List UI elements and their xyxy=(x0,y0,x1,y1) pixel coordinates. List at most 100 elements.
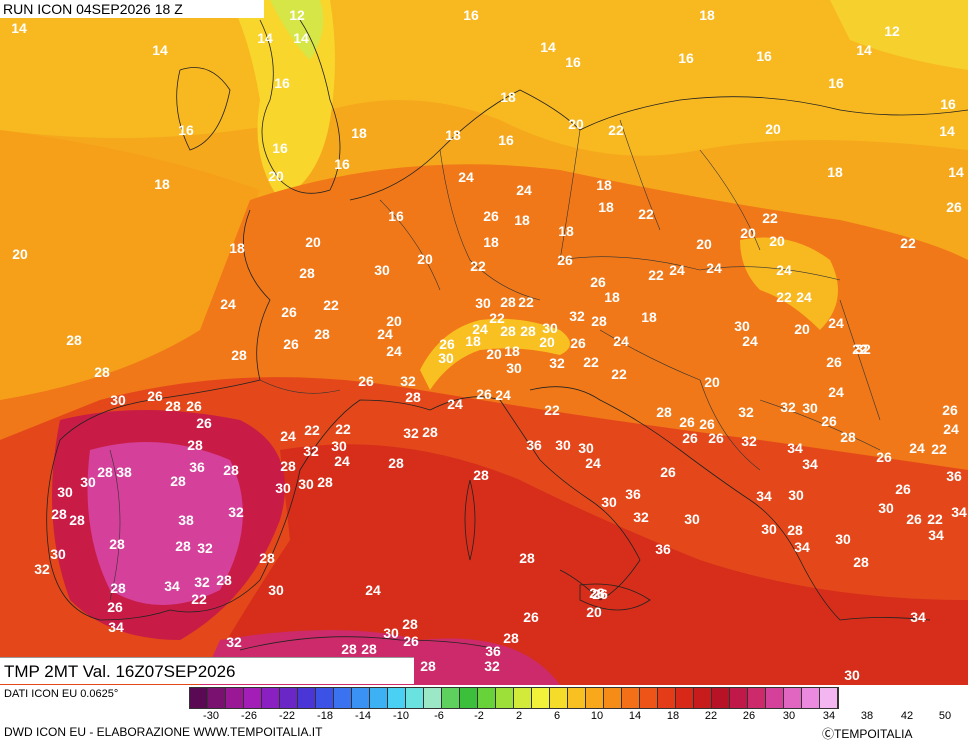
temperature-value-label: 14 xyxy=(856,42,872,58)
temperature-value-label: 26 xyxy=(403,633,419,649)
temperature-value-label: 22 xyxy=(304,422,320,438)
temperature-value-label: 24 xyxy=(386,343,402,359)
temperature-value-label: 32 xyxy=(738,404,754,420)
temperature-value-label: 28 xyxy=(503,630,519,646)
field-scotland xyxy=(270,0,324,60)
temperature-value-label: 18 xyxy=(558,223,574,239)
scale-swatch xyxy=(514,688,532,708)
temperature-value-label: 20 xyxy=(539,334,555,350)
temperature-value-label: 24 xyxy=(472,321,488,337)
temperature-value-label: 18 xyxy=(445,127,461,143)
scale-swatch xyxy=(226,688,244,708)
temperature-value-label: 20 xyxy=(794,321,810,337)
temperature-value-label: 20 xyxy=(12,246,28,262)
temperature-value-label: 16 xyxy=(388,208,404,224)
temperature-value-label: 20 xyxy=(268,168,284,184)
temperature-value-label: 18 xyxy=(598,199,614,215)
temperature-value-label: 28 xyxy=(422,424,438,440)
temperature-value-label: 26 xyxy=(660,464,676,480)
temperature-value-label: 28 xyxy=(170,473,186,489)
scale-swatch xyxy=(730,688,748,708)
borders xyxy=(109,119,881,601)
temperature-value-label: 20 xyxy=(765,121,781,137)
temperature-value-label: 22 xyxy=(335,421,351,437)
temperature-value-label: 28 xyxy=(787,522,803,538)
temperature-value-label: 30 xyxy=(734,318,750,334)
temperature-value-label: 22 xyxy=(191,591,207,607)
temperature-value-label: 16 xyxy=(756,48,772,64)
scale-tick: 6 xyxy=(553,710,561,722)
temperature-value-label: 30 xyxy=(788,487,804,503)
temperature-value-label: 18 xyxy=(514,212,530,228)
scale-tick: -6 xyxy=(434,710,444,722)
temperature-value-label: 22 xyxy=(762,210,778,226)
temperature-value-label: 30 xyxy=(275,480,291,496)
scale-swatch xyxy=(784,688,802,708)
temperature-value-label: 24 xyxy=(613,333,629,349)
temperature-value-label: 30 xyxy=(331,438,347,454)
scale-swatch xyxy=(334,688,352,708)
field-iberia-hot xyxy=(87,442,243,605)
scale-tick: 34 xyxy=(822,710,836,722)
scale-swatch xyxy=(388,688,406,708)
scale-tick: 50 xyxy=(938,710,952,722)
temperature-value-label: 34 xyxy=(164,578,180,594)
temperature-value-label: 18 xyxy=(699,7,715,23)
temperature-value-label: 30 xyxy=(878,500,894,516)
temperature-value-label: 26 xyxy=(281,304,297,320)
temperature-value-label: 30 xyxy=(475,295,491,311)
temperature-value-label: 22 xyxy=(931,441,947,457)
temperature-value-label: 28 xyxy=(187,437,203,453)
temperature-value-label: 28 xyxy=(165,398,181,414)
temperature-value-label: 18 xyxy=(596,177,612,193)
temperature-value-label: 38 xyxy=(116,464,132,480)
scale-swatch xyxy=(766,688,784,708)
temperature-value-label: 32 xyxy=(194,574,210,590)
temperature-value-label: 28 xyxy=(66,332,82,348)
temperature-value-label: 26 xyxy=(821,413,837,429)
temperature-value-label: 26 xyxy=(708,430,724,446)
temperature-value-label: 28 xyxy=(314,326,330,342)
temperature-value-label: 30 xyxy=(57,484,73,500)
scale-swatch xyxy=(208,688,226,708)
temperature-value-label: 30 xyxy=(50,546,66,562)
temperature-value-label: 28 xyxy=(840,429,856,445)
temperature-value-label: 32 xyxy=(34,561,50,577)
temperature-value-label: 28 xyxy=(500,323,516,339)
temperature-value-label: 20 xyxy=(696,236,712,252)
temperature-value-label: 30 xyxy=(761,521,777,537)
temperature-value-label: 22 xyxy=(927,511,943,527)
temperature-value-label: 30 xyxy=(601,494,617,510)
temperature-value-label: 24 xyxy=(365,582,381,598)
temperature-value-label: 16 xyxy=(463,7,479,23)
temperature-value-label: 28 xyxy=(110,580,126,596)
scale-swatch xyxy=(622,688,640,708)
temperature-value-label: 30 xyxy=(268,582,284,598)
temperature-value-label: 22 xyxy=(648,267,664,283)
scale-swatch xyxy=(406,688,424,708)
temperature-value-label: 30 xyxy=(438,350,454,366)
temperature-value-label: 28 xyxy=(259,550,275,566)
temperature-value-label: 22 xyxy=(852,341,868,357)
footer: DATI ICON EU 0.0625° -30 -26 -22 -18 -14 -10-… xyxy=(0,685,968,745)
scale-tick: -10 xyxy=(393,710,409,722)
scale-swatch xyxy=(190,688,208,708)
temperature-value-label: 22 xyxy=(608,122,624,138)
scale-tick: -30 xyxy=(203,710,219,722)
temperature-value-label: 20 xyxy=(568,116,584,132)
temperature-value-label: 30 xyxy=(844,667,860,683)
temperature-value-label: 20 xyxy=(586,604,602,620)
temperature-value-label: 14 xyxy=(948,164,964,180)
temperature-value-label: 32 xyxy=(303,443,319,459)
temperature-value-label: 32 xyxy=(741,433,757,449)
temperature-value-label: 16 xyxy=(334,156,350,172)
scale-swatch xyxy=(460,688,478,708)
scale-tick: 2 xyxy=(515,710,523,722)
temperature-value-label: 28 xyxy=(341,641,357,657)
color-scale xyxy=(189,687,839,709)
temperature-value-label: 28 xyxy=(69,512,85,528)
temperature-value-label: 30 xyxy=(802,400,818,416)
temperature-value-label: 36 xyxy=(946,468,962,484)
temperature-value-label: 32 xyxy=(484,658,500,674)
scale-tick: -18 xyxy=(317,710,333,722)
